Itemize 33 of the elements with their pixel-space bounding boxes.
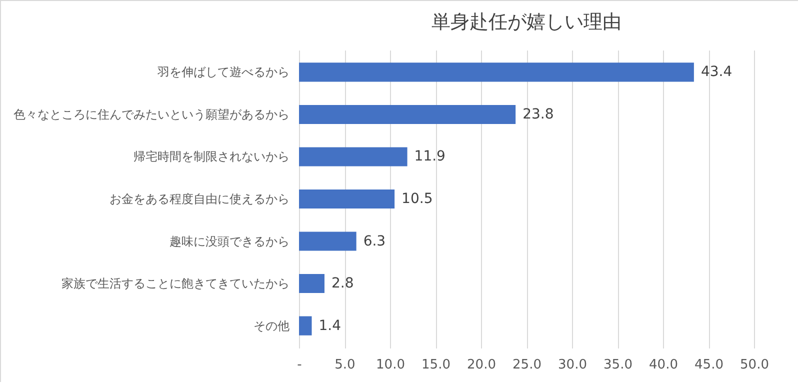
y-tick-label: 帰宅時間を制限されないから	[134, 150, 290, 164]
data-label: 6.3	[363, 233, 386, 250]
x-tick-label: -	[297, 358, 302, 372]
data-label: 43.4	[700, 64, 732, 80]
bar	[299, 316, 312, 336]
data-label: 2.8	[331, 276, 354, 292]
bar	[299, 147, 408, 166]
x-tick-label: 25.0	[512, 358, 542, 372]
x-tick-label: 50.0	[740, 358, 769, 372]
data-label: 23.8	[522, 106, 554, 122]
x-tick-label: 30.0	[558, 358, 587, 372]
data-label: 1.4	[318, 318, 342, 334]
bar	[299, 62, 694, 82]
y-tick-label: 趣味に没頭できるから	[170, 234, 290, 248]
data-label: 10.5	[402, 191, 433, 207]
x-tick-label: 5.0	[334, 358, 356, 372]
bar	[299, 274, 324, 294]
chart-title: 単身赴任が嬉しい理由	[432, 11, 622, 33]
x-tick-label: 10.0	[376, 358, 405, 372]
x-tick-label: 15.0	[422, 358, 450, 372]
x-tick-label: 40.0	[649, 358, 678, 372]
y-tick-label: 色々なところに住んでみたいという願望があるから	[14, 107, 290, 122]
y-tick-label: 羽を伸ばして遊べるから	[156, 65, 290, 80]
x-tick-label: 20.0	[467, 358, 496, 372]
y-tick-label: その他	[254, 318, 290, 333]
bar	[299, 104, 516, 124]
y-tick-label: お金をある程度自由に使えるから	[110, 192, 290, 206]
data-label: 11.9	[414, 148, 446, 165]
x-tick-label: 45.0	[694, 358, 724, 372]
y-tick-label: 家族で生活することに飽きてきていたから	[62, 276, 290, 291]
bar	[299, 232, 356, 251]
bar	[299, 189, 395, 209]
x-tick-label: 35.0	[604, 358, 632, 372]
